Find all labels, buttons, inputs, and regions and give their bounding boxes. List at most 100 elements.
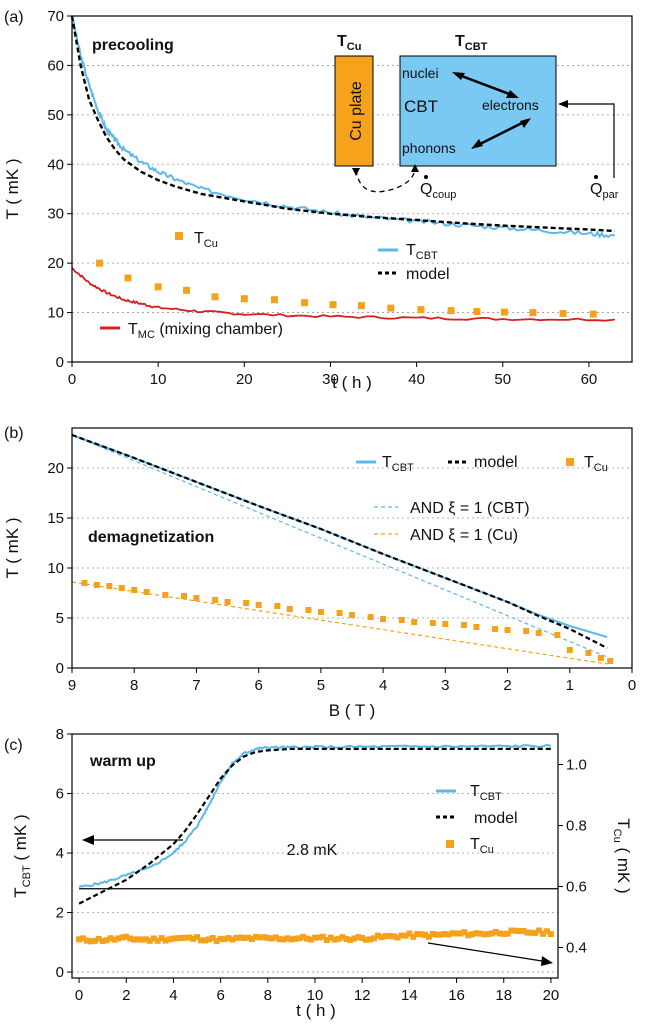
point-tcu-b-24: [442, 621, 449, 627]
point-tcu-c-111: [512, 927, 519, 934]
arrow-right-axis: [427, 942, 543, 962]
ytick-label-pc-8: 8: [56, 726, 64, 743]
point-tcu-c-56: [296, 935, 303, 942]
inset-phonons: phonons: [402, 140, 456, 156]
point-tcu-c-42: [241, 934, 248, 941]
point-tcu-b-26: [473, 624, 480, 630]
xtick-label-pa-0: 0: [68, 371, 76, 388]
point-tcu-c-95: [449, 930, 456, 937]
legend-marker-tcu-b: [566, 458, 574, 466]
series-tmc-line: [71, 267, 615, 322]
ytick-label-pb-10: 10: [47, 560, 64, 577]
point-tcu-c-3: [87, 938, 94, 945]
point-tcu-c-51: [276, 936, 283, 943]
point-tcu-c-39: [229, 936, 236, 943]
point-tcu-c-79: [386, 932, 393, 939]
point-tcu-c-105: [488, 930, 495, 937]
point-tcu-c-15: [135, 936, 142, 943]
point-tcu-c-57: [300, 933, 307, 940]
point-tcu-a-13: [473, 308, 481, 316]
point-tcu-a-3: [183, 286, 191, 294]
point-tcu-c-72: [359, 935, 366, 942]
point-tcu-c-27: [182, 934, 189, 941]
y-axis-label-a: T ( mK ): [3, 158, 22, 219]
x-axis-label-b: B ( T ): [329, 701, 376, 720]
point-tcu-b-15: [305, 607, 312, 613]
point-tcu-a-16: [559, 310, 567, 318]
arrow-left-axis-head: [82, 835, 94, 845]
point-tcu-a-14: [500, 308, 508, 316]
point-tcu-c-45: [253, 933, 260, 940]
point-tcu-c-53: [284, 935, 291, 942]
point-tcu-c-46: [256, 934, 263, 941]
point-tcu-c-55: [292, 935, 299, 942]
ytick-label-pc-6: 6: [56, 786, 64, 803]
series-tcbt-line-c: [78, 743, 552, 889]
legend-label-tcbt-c: TCBT: [470, 783, 502, 803]
plot-frame-b: [71, 427, 633, 669]
coupling-path: [355, 169, 416, 193]
point-tcu-c-4: [91, 937, 98, 944]
point-tcu-c-103: [481, 931, 488, 938]
inset-electrons: electrons: [482, 97, 539, 113]
point-tcu-a-8: [329, 301, 337, 309]
point-tcu-b-22: [411, 619, 418, 625]
point-tcu-c-50: [272, 934, 279, 941]
cu-plate-label: Cu plate: [348, 81, 365, 141]
xtick-label-pa-30: 30: [322, 371, 339, 388]
point-tcu-b-19: [367, 614, 374, 620]
ytick-label-pa-50: 50: [47, 107, 64, 124]
panel-a: (a) 0 10 20 30 40 50 60 70 0 10 20 30 40 50 60 precool…: [3, 8, 633, 392]
point-tcu-c-20: [154, 937, 161, 944]
ytick-right-label-1: 0.6: [566, 879, 587, 896]
point-tcu-c-30: [194, 934, 201, 941]
point-tcu-c-74: [367, 936, 374, 943]
point-tcu-c-67: [339, 934, 346, 941]
point-tcu-c-41: [237, 934, 244, 941]
point-tcu-c-52: [280, 936, 287, 943]
point-tcu-b-34: [597, 655, 604, 661]
point-tcu-c-68: [343, 935, 350, 942]
point-tcu-b-9: [212, 597, 219, 603]
point-tcu-c-87: [418, 931, 425, 938]
point-tcu-c-83: [402, 932, 409, 939]
point-tcu-c-2: [83, 937, 90, 944]
ytick-label-pb-5: 5: [56, 610, 64, 627]
xtick-label-pb-9: 9: [68, 677, 76, 694]
arrow-head-electrons-top: [506, 90, 519, 98]
inset-cbt-label: CBT: [404, 97, 438, 116]
point-tcu-c-33: [205, 936, 212, 943]
point-tcu-c-98: [461, 929, 468, 936]
point-tcu-c-13: [127, 935, 134, 942]
ytick-label-pa-10: 10: [47, 305, 64, 322]
point-tcu-c-86: [414, 930, 421, 937]
point-tcu-c-96: [453, 930, 460, 937]
ytick-right-label-2: 0.8: [566, 818, 587, 835]
panel-label-b: (b): [4, 425, 24, 442]
point-tcu-a-11: [417, 306, 425, 314]
y-axis-label-c-right: TCu ( mK ): [611, 818, 633, 893]
point-tcu-c-1: [80, 935, 87, 942]
legend-label-tcu-a: TCu: [194, 230, 218, 250]
point-tcu-c-7: [103, 937, 110, 944]
point-tcu-c-85: [410, 933, 417, 940]
xtick-label-pa-10: 10: [150, 371, 167, 388]
annotation-warm-up: warm up: [89, 753, 156, 770]
inset-qpar: Qpar: [590, 181, 619, 201]
reference-line-label: 2.8 mK: [287, 842, 338, 859]
point-tcu-c-110: [508, 927, 515, 934]
point-tcu-a-7: [301, 299, 309, 307]
point-tcu-b-2: [106, 583, 113, 589]
point-tcu-a-6: [270, 296, 278, 304]
legend-c: TCBT model TCu: [436, 783, 518, 856]
point-tcu-c-5: [95, 935, 102, 942]
point-tcu-c-117: [536, 927, 543, 934]
xtick-label-pb-8: 8: [130, 677, 138, 694]
ytick-label-pa-70: 70: [47, 8, 64, 25]
panel-c: (c) 0 2 4 6 8 0 2 4 6 8 10 12 14 16 18 20 0.4 0.6 0.8 1.0 w…: [4, 726, 633, 1020]
point-tcu-b-29: [523, 628, 530, 634]
point-tcu-c-116: [532, 929, 539, 936]
coupling-arrow-right: [411, 164, 419, 172]
point-tcu-b-33: [585, 650, 592, 656]
point-tcu-b-4: [131, 587, 138, 593]
